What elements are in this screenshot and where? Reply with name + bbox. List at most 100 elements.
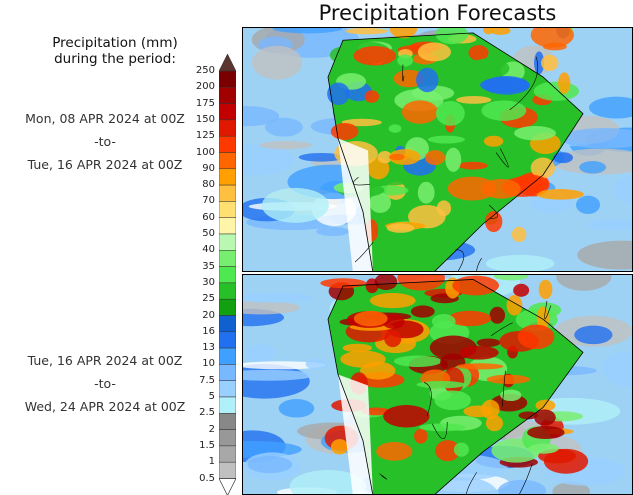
precip-cell (435, 440, 461, 462)
dry-coast (338, 374, 373, 494)
precip-cell (243, 292, 313, 303)
precip-cell (467, 58, 510, 79)
colorbar-segment (219, 87, 236, 104)
precip-cell (316, 226, 350, 237)
country-border (476, 257, 482, 271)
precip-cell (342, 343, 373, 353)
country-border (502, 370, 506, 407)
legend-title-line1: Precipitation (mm) (52, 35, 178, 51)
colorbar-segment (219, 413, 236, 430)
colorbar-tick-label: 125 (195, 130, 215, 142)
precip-cell (397, 275, 445, 291)
precip-cell (289, 469, 367, 494)
precip-cell (486, 374, 531, 384)
precip-cell (330, 122, 359, 140)
coastline (327, 32, 584, 271)
precip-cell (601, 351, 632, 387)
precip-cell (408, 204, 446, 229)
colorbar-tick-label: 175 (195, 97, 215, 109)
colorbar-over-arrow (219, 54, 236, 72)
colorbar-segment (219, 250, 236, 267)
colorbar-tick-label: 70 (202, 195, 215, 207)
period-2-sep: -to- (94, 376, 116, 391)
precip-cell (369, 293, 416, 309)
precip-cell (614, 175, 632, 203)
precip-cell (533, 81, 579, 101)
colorbar-tick-label: 20 (202, 309, 215, 321)
colorbar-tick-label: 100 (195, 146, 215, 158)
colorbar-under-arrow (219, 478, 236, 495)
precip-cell (246, 343, 276, 363)
colorbar-segment (219, 461, 236, 479)
precip-cell (558, 72, 571, 94)
precip-cell (506, 294, 523, 316)
coastline (327, 279, 584, 494)
colorbar-segment (219, 282, 236, 300)
precip-cell (330, 439, 349, 455)
precip-cell (453, 442, 469, 457)
precip-cell (511, 226, 527, 243)
precip-cell (410, 305, 435, 318)
colorbar-segment (219, 70, 236, 88)
colorbar-tick-label: 10 (202, 358, 215, 370)
colorbar-tick-label: 16 (202, 325, 215, 337)
precip-cell (436, 100, 465, 126)
precip-cell (388, 124, 402, 133)
precip-cell (541, 54, 559, 72)
precip-map-2 (243, 275, 632, 494)
precip-cell (538, 279, 553, 300)
country-border (402, 64, 405, 82)
precip-cell (425, 150, 446, 166)
colorbar-segment (219, 364, 236, 381)
precip-cell (559, 128, 632, 149)
precip-cell (353, 46, 397, 66)
map-panel-2 (242, 274, 633, 495)
precip-cell (588, 96, 632, 119)
precip-cell (259, 141, 313, 150)
country-border (354, 241, 374, 263)
precip-cell (586, 219, 632, 230)
precip-cell (435, 28, 469, 45)
period-1-sep: -to- (94, 134, 116, 149)
precip-cell (459, 345, 499, 360)
colorbar-tick-label: 200 (195, 81, 215, 93)
precip-cell (345, 28, 388, 35)
precip-cell (577, 240, 632, 270)
precip-cell (447, 176, 497, 201)
colorbar-tick-label: 60 (202, 211, 215, 223)
colorbar-segment (219, 233, 236, 251)
precip-cell (393, 355, 442, 367)
precip-cell (553, 152, 574, 164)
colorbar-segment (219, 201, 236, 218)
precip-cell (528, 443, 559, 454)
precip-cell (476, 338, 501, 347)
legend-title-line2: during the period: (54, 51, 176, 67)
chart-title: Precipitation Forecasts (318, 1, 557, 25)
colorbar-segment (219, 168, 236, 186)
colorbar-tick-label: 2.5 (199, 407, 215, 419)
precip-cell (500, 389, 522, 402)
precip-cell (498, 479, 547, 494)
country-border (432, 421, 448, 440)
colorbar-tick-label: 150 (195, 113, 215, 125)
country-border (353, 176, 371, 186)
period-2-end: Wed, 24 APR 2024 at 00Z (24, 399, 186, 414)
colorbar-segment (219, 315, 236, 333)
colorbar-tick-label: 2 (208, 423, 215, 435)
colorbar-segment (219, 152, 236, 170)
colorbar-segment (219, 217, 236, 235)
colorbar-tick-label: 90 (202, 162, 215, 174)
precip-cell (320, 278, 367, 289)
precip-cell (417, 181, 435, 204)
precip-cell (298, 152, 344, 162)
precip-cell (377, 151, 393, 164)
precip-cell (489, 306, 506, 324)
precip-cell (353, 310, 388, 327)
precip-cell (513, 283, 530, 297)
colorbar-segment (219, 347, 236, 365)
precip-cell (305, 358, 329, 370)
precip-cell (376, 441, 413, 461)
precip-cell (452, 275, 500, 296)
precip-cell (481, 399, 500, 420)
precip-cell (579, 160, 607, 174)
